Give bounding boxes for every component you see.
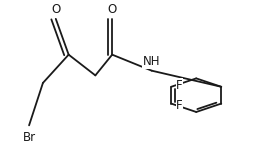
Text: O: O (107, 3, 117, 16)
Text: Br: Br (23, 131, 36, 144)
Text: F: F (176, 79, 183, 92)
Text: NH: NH (143, 55, 161, 69)
Text: F: F (176, 99, 183, 112)
Text: O: O (51, 3, 60, 16)
